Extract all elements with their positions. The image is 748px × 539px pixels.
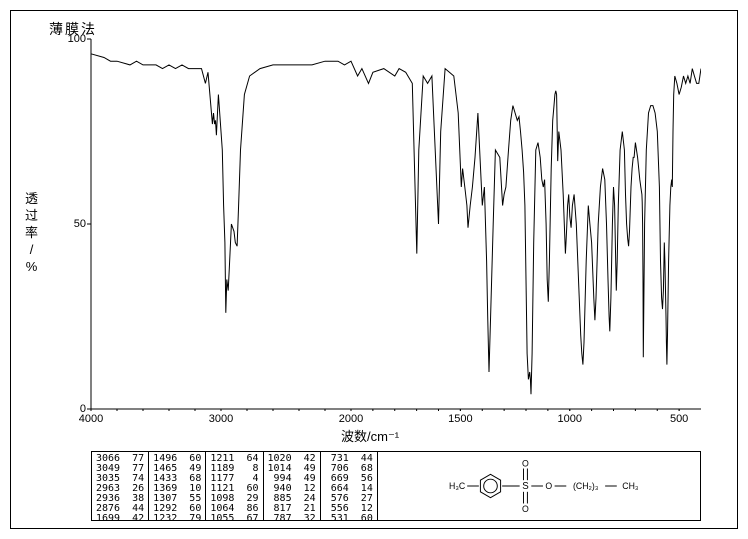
svg-text:O: O — [522, 459, 529, 469]
peak-row: 531 60 — [325, 514, 373, 524]
peak-column: 3066 773049 773035 742963 262936 382876 … — [92, 452, 149, 520]
x-tick: 1000 — [558, 413, 582, 425]
peak-column: 731 44 706 68 669 56 664 14 576 27 556 1… — [321, 452, 377, 520]
bottom-row: 3066 773049 773035 742963 262936 382876 … — [91, 451, 701, 521]
svg-text:S: S — [522, 481, 529, 492]
structure-box: H₃C S O O O (CH₂)₃ CH₃ — [378, 451, 701, 521]
ir-spectrum-page: 薄膜法 透 过 率 / % 050100 4000300020001500100… — [10, 10, 738, 529]
svg-text:O: O — [545, 481, 552, 491]
peak-column: 1211 641189 81177 41121 601098 291064 86… — [206, 452, 263, 520]
peak-column: 1496 601465 491433 681369 101307 551292 … — [149, 452, 206, 520]
x-axis-label: 波数/cm⁻¹ — [341, 426, 399, 445]
x-tick: 2000 — [339, 413, 363, 425]
svg-text:O: O — [522, 504, 529, 514]
peak-row: 787 32 — [268, 514, 316, 524]
peak-row: 1699 42 — [96, 514, 144, 524]
svg-text:CH₃: CH₃ — [622, 481, 639, 491]
svg-text:(CH₂)₃: (CH₂)₃ — [573, 481, 599, 491]
ir-spectrum-chart — [11, 11, 701, 411]
peak-row: 1232 79 — [153, 514, 201, 524]
peak-table: 3066 773049 773035 742963 262936 382876 … — [91, 451, 378, 521]
peak-row: 1055 67 — [210, 514, 258, 524]
x-tick: 3000 — [209, 413, 233, 425]
svg-text:H₃C: H₃C — [449, 481, 465, 491]
x-tick: 500 — [670, 413, 688, 425]
x-tick: 1500 — [448, 413, 472, 425]
peak-column: 1020 421014 49 994 49 940 12 885 24 817 … — [264, 452, 321, 520]
molecule-structure: H₃C S O O O (CH₂)₃ CH₃ — [378, 452, 700, 520]
x-tick: 4000 — [79, 413, 103, 425]
